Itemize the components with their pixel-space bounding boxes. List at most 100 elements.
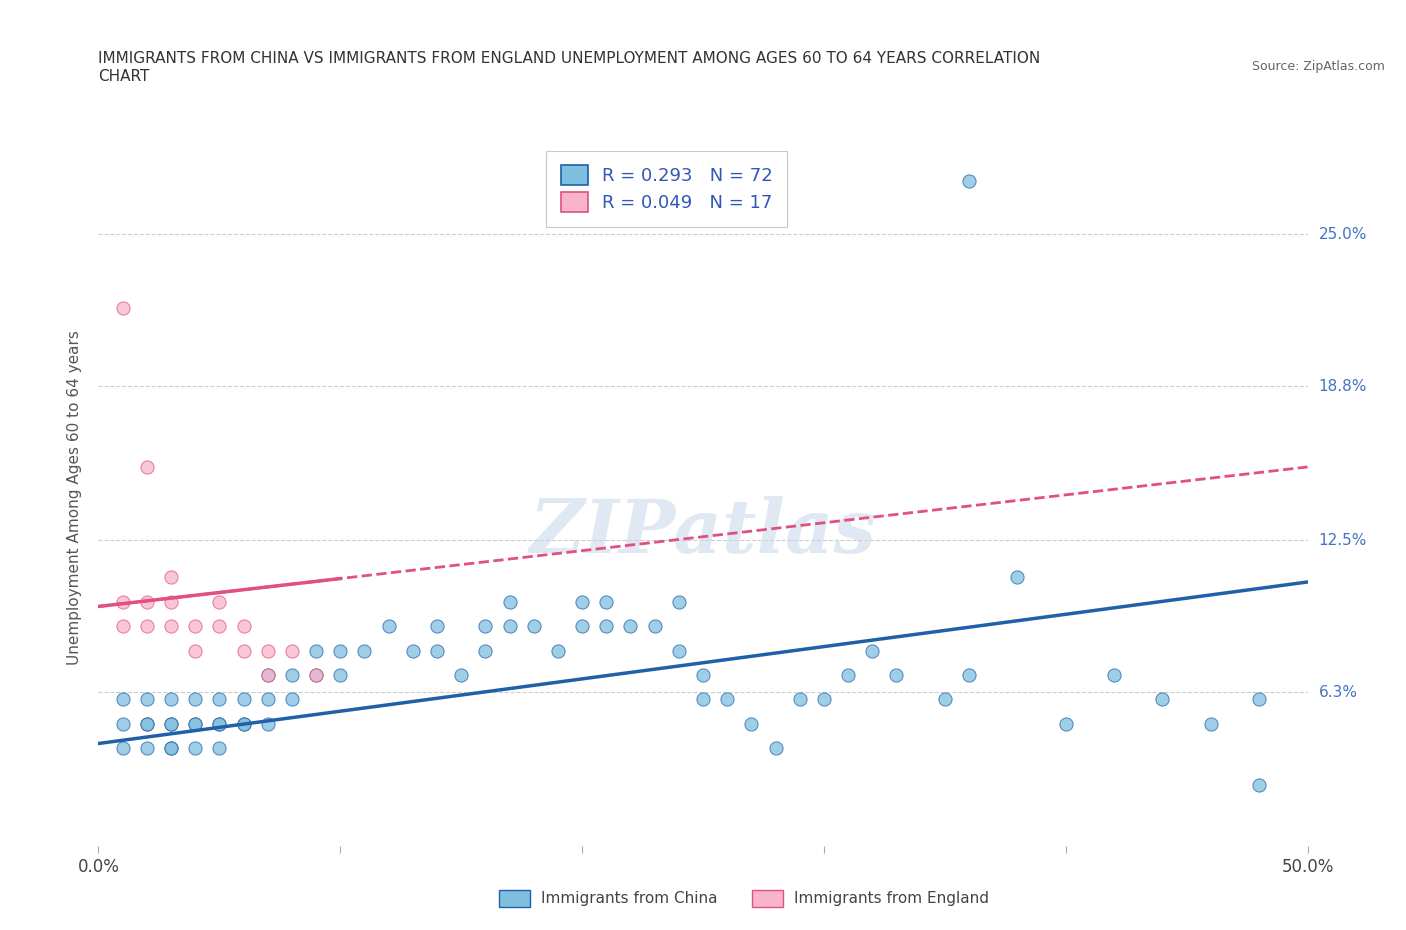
Point	[789, 692, 811, 707]
Point	[571, 618, 593, 633]
Text: Source: ZipAtlas.com: Source: ZipAtlas.com	[1251, 60, 1385, 73]
Point	[692, 668, 714, 683]
Point	[934, 692, 956, 707]
Point	[523, 618, 546, 633]
Point	[208, 716, 231, 731]
Point	[886, 668, 908, 683]
Point	[232, 716, 254, 731]
Point	[305, 643, 328, 658]
Point	[208, 594, 231, 609]
Text: 12.5%: 12.5%	[1319, 533, 1367, 548]
Point	[547, 643, 569, 658]
Point	[498, 618, 520, 633]
Point	[256, 668, 278, 683]
Point	[208, 716, 231, 731]
Y-axis label: Unemployment Among Ages 60 to 64 years: Unemployment Among Ages 60 to 64 years	[67, 330, 83, 665]
Text: IMMIGRANTS FROM CHINA VS IMMIGRANTS FROM ENGLAND UNEMPLOYMENT AMONG AGES 60 TO 6: IMMIGRANTS FROM CHINA VS IMMIGRANTS FROM…	[98, 51, 1040, 84]
Point	[498, 594, 520, 609]
Point	[256, 668, 278, 683]
Point	[1102, 668, 1125, 683]
Point	[256, 692, 278, 707]
Point	[232, 716, 254, 731]
Point	[160, 716, 183, 731]
Point	[111, 300, 134, 315]
Text: Immigrants from England: Immigrants from England	[794, 891, 990, 906]
Point	[135, 692, 157, 707]
Point	[111, 692, 134, 707]
Point	[184, 741, 207, 756]
Point	[860, 643, 883, 658]
Point	[160, 741, 183, 756]
Point	[813, 692, 835, 707]
Point	[111, 618, 134, 633]
Point	[135, 741, 157, 756]
Point	[692, 692, 714, 707]
Text: ZIPatlas: ZIPatlas	[530, 497, 876, 568]
Point	[111, 716, 134, 731]
Point	[595, 618, 617, 633]
Point	[281, 668, 304, 683]
Point	[426, 618, 449, 633]
Point	[232, 692, 254, 707]
Point	[765, 741, 787, 756]
Point	[426, 643, 449, 658]
Text: 25.0%: 25.0%	[1319, 227, 1367, 242]
Text: Immigrants from China: Immigrants from China	[541, 891, 718, 906]
Point	[1249, 692, 1271, 707]
Point	[644, 618, 666, 633]
Point	[305, 668, 328, 683]
Point	[184, 716, 207, 731]
Legend: R = 0.293   N = 72, R = 0.049   N = 17: R = 0.293 N = 72, R = 0.049 N = 17	[546, 151, 787, 227]
Point	[329, 643, 352, 658]
Point	[184, 618, 207, 633]
Point	[957, 668, 980, 683]
Point	[135, 459, 157, 474]
Point	[740, 716, 762, 731]
Point	[160, 594, 183, 609]
Point	[668, 594, 690, 609]
Point	[402, 643, 425, 658]
Point	[474, 643, 496, 658]
Point	[111, 594, 134, 609]
Point	[1199, 716, 1222, 731]
Point	[160, 716, 183, 731]
Point	[1152, 692, 1174, 707]
Point	[716, 692, 738, 707]
Point	[135, 618, 157, 633]
Point	[1007, 570, 1029, 585]
Point	[160, 570, 183, 585]
Point	[160, 741, 183, 756]
Point	[135, 716, 157, 731]
Point	[208, 692, 231, 707]
Point	[184, 643, 207, 658]
Point	[668, 643, 690, 658]
Point	[281, 643, 304, 658]
Point	[135, 594, 157, 609]
Point	[184, 692, 207, 707]
Point	[208, 618, 231, 633]
Point	[1054, 716, 1077, 731]
Point	[329, 668, 352, 683]
Point	[208, 741, 231, 756]
Point	[619, 618, 641, 633]
Point	[256, 716, 278, 731]
Point	[1249, 777, 1271, 792]
Text: 18.8%: 18.8%	[1319, 379, 1367, 393]
Point	[957, 173, 980, 188]
Point	[232, 618, 254, 633]
Point	[160, 692, 183, 707]
Point	[281, 692, 304, 707]
Point	[837, 668, 859, 683]
Point	[160, 618, 183, 633]
Point	[474, 618, 496, 633]
Point	[571, 594, 593, 609]
Point	[184, 716, 207, 731]
Text: 6.3%: 6.3%	[1319, 684, 1358, 699]
Point	[305, 668, 328, 683]
Point	[256, 643, 278, 658]
Point	[232, 643, 254, 658]
Point	[111, 741, 134, 756]
Point	[377, 618, 399, 633]
Point	[353, 643, 375, 658]
Point	[450, 668, 472, 683]
